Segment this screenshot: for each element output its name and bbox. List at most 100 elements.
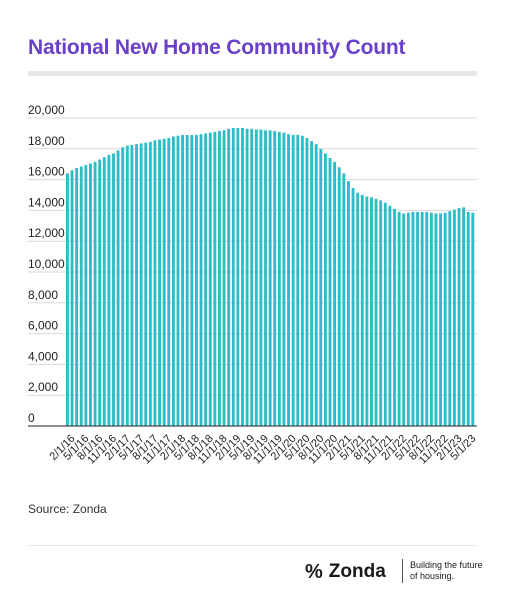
bar: [227, 128, 231, 426]
y-tick-label: 8,000: [28, 288, 58, 302]
bar: [98, 159, 102, 426]
bar: [337, 167, 341, 426]
y-tick-label: 20,000: [28, 103, 65, 117]
bar: [457, 208, 461, 426]
bar: [236, 128, 240, 426]
bar: [204, 133, 208, 426]
bar: [273, 131, 277, 426]
bar: [383, 202, 387, 426]
bar: [425, 211, 429, 426]
bar: [452, 209, 456, 426]
y-tick-label: 10,000: [28, 257, 65, 271]
bar: [328, 158, 332, 427]
bar: [231, 128, 235, 426]
y-tick-label: 0: [28, 411, 35, 425]
bar: [300, 135, 304, 426]
bar: [365, 196, 369, 426]
y-tick-label: 14,000: [28, 195, 65, 209]
bar: [153, 140, 157, 426]
bar: [102, 157, 106, 426]
zonda-mark-icon: %: [305, 561, 323, 583]
bar: [144, 142, 148, 426]
bar: [264, 130, 267, 426]
source-note: Source: Zonda: [28, 502, 107, 516]
bar: [89, 163, 92, 426]
bar: [171, 136, 175, 427]
bar: [194, 134, 198, 426]
bar: [241, 128, 244, 426]
y-tick-label: 12,000: [28, 226, 65, 240]
bar: [310, 141, 314, 426]
bar: [420, 211, 424, 426]
bar: [70, 170, 74, 426]
zonda-wordmark: Zonda: [328, 561, 386, 582]
bar: [121, 147, 125, 426]
bar: [406, 212, 410, 426]
bar: [393, 208, 396, 426]
bar: [277, 131, 281, 427]
bar: [411, 211, 415, 426]
y-tick-label: 16,000: [28, 165, 65, 179]
bar: [190, 134, 194, 426]
bar: [93, 161, 97, 426]
y-tick-label: 2,000: [28, 380, 58, 394]
bar: [347, 181, 350, 426]
bar: [360, 195, 364, 426]
bar: [429, 212, 433, 426]
bar: [314, 144, 318, 426]
bar: [250, 128, 254, 426]
zonda-logo: % Zonda: [305, 561, 386, 583]
y-tick-label: 18,000: [28, 134, 65, 148]
x-axis-ticks: 2/1/165/1/168/1/1611/1/162/1/175/1/178/1…: [48, 433, 479, 467]
bar: [282, 132, 286, 426]
bar: [176, 135, 180, 426]
bar: [388, 205, 392, 426]
bar: [75, 168, 79, 427]
footer-divider: [28, 545, 477, 546]
bar: [471, 212, 475, 426]
bar: [148, 141, 152, 426]
bar: [374, 198, 378, 426]
bar: [112, 153, 115, 427]
logo-divider: [402, 559, 403, 583]
bar: [66, 173, 69, 426]
bar: [323, 153, 327, 427]
bar: [416, 211, 419, 426]
title-divider: [28, 71, 477, 76]
bar: [397, 211, 401, 426]
bar: [291, 134, 295, 426]
bar: [79, 166, 83, 426]
y-tick-label: 4,000: [28, 349, 58, 363]
bar: [107, 154, 111, 426]
bar: [130, 144, 134, 426]
bar: [370, 197, 373, 426]
bar: [199, 134, 203, 427]
bar: [342, 173, 346, 426]
bar: [213, 131, 217, 427]
bar: [351, 188, 355, 426]
bar: [319, 148, 323, 427]
bar: [379, 200, 383, 426]
chart-title: National New Home Community Count: [28, 36, 406, 59]
bars: [66, 128, 475, 427]
bar: [462, 207, 466, 426]
bar: [434, 213, 438, 426]
bar: [259, 129, 263, 427]
bar: [296, 134, 300, 426]
y-tick-label: 6,000: [28, 319, 58, 333]
bar: [167, 138, 171, 426]
bar: [222, 130, 226, 426]
bar: [185, 134, 189, 426]
bar: [268, 130, 272, 426]
bar: [443, 212, 447, 426]
bar: [208, 132, 212, 426]
bar: [402, 213, 406, 426]
bar: [125, 145, 129, 426]
bar: [466, 211, 470, 426]
bar: [254, 129, 258, 427]
bar: [139, 143, 143, 426]
bar: [439, 213, 443, 426]
bar: [333, 161, 337, 426]
bar: [356, 192, 360, 426]
bar: [305, 138, 309, 426]
